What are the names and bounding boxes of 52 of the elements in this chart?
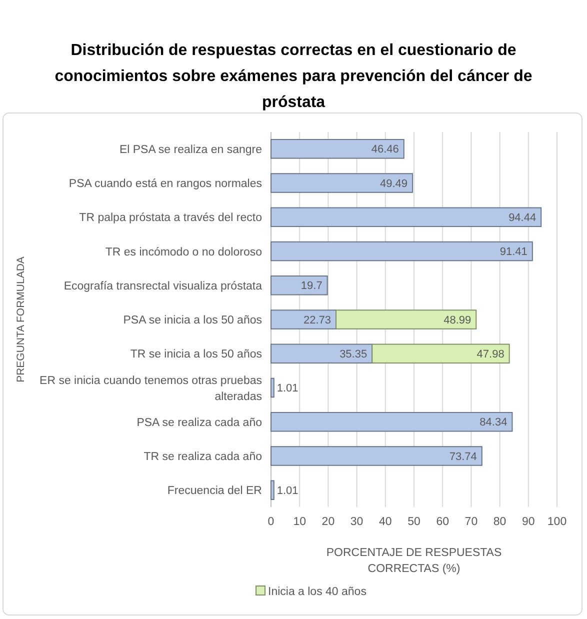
data-label: 48.99 <box>444 314 472 326</box>
data-label: 49.49 <box>380 178 408 190</box>
y-tick-label: PSA se realiza cada año <box>136 416 262 429</box>
x-tick-label: 30 <box>350 516 364 528</box>
x-tick-label: 50 <box>408 516 420 528</box>
bar <box>372 344 510 364</box>
data-label: 91.41 <box>500 246 528 258</box>
data-label: 22.73 <box>303 314 332 326</box>
x-tick-label: 20 <box>322 516 335 528</box>
x-tick-label: 60 <box>436 516 449 528</box>
data-label: 46.46 <box>371 144 399 156</box>
bar <box>270 344 373 364</box>
bar <box>270 480 274 500</box>
y-tick-label: TR se realiza cada año <box>144 451 262 464</box>
y-tick-label: PSA cuando está en rangos normales <box>68 178 262 190</box>
y-tick-label: ER se inicia cuando tenemos otras pruebas alteradas <box>40 374 262 403</box>
data-label: 19.7 <box>300 280 322 292</box>
x-tick-label: 70 <box>464 516 478 528</box>
x-tick-label: 80 <box>493 516 506 528</box>
y-axis-title: PREGUNTA FORMULADA <box>15 256 27 382</box>
y-tick-label: TR es incómodo o no doloroso <box>105 246 262 258</box>
data-label: 35.35 <box>340 348 368 360</box>
data-label: 94.44 <box>508 212 536 224</box>
y-tick-label: TR palpa próstata a través del recto <box>79 212 262 224</box>
bar <box>270 241 533 262</box>
x-tick-label: 40 <box>379 516 392 528</box>
x-tick-label: 90 <box>522 516 535 528</box>
data-label: 1.01 <box>276 484 298 497</box>
bar <box>270 275 328 296</box>
data-label: 84.34 <box>480 416 508 429</box>
bar <box>270 378 274 398</box>
data-label: 1.01 <box>276 382 298 395</box>
y-tick-label: Frecuencia del ER <box>167 485 262 498</box>
data-label: 47.98 <box>476 348 504 360</box>
x-tick-label: 100 <box>547 516 567 528</box>
chart-title: Distribución de respuestas correctas en el cuestionario de conocimientos sobre exámenes para prevención del cáncer de próstata <box>54 42 532 111</box>
bar <box>270 412 513 432</box>
x-axis-title: PORCENTAJE DE RESPUESTAS CORRECTAS (%) <box>326 547 502 575</box>
y-tick-label: Ecografía transrectal visualiza próstata <box>64 280 263 292</box>
bar <box>270 173 414 193</box>
bar <box>270 310 337 330</box>
bar <box>270 139 404 159</box>
y-tick-label: TR se inicia a los 50 años <box>130 348 262 361</box>
bar <box>270 446 482 466</box>
bar <box>270 207 542 228</box>
legend-label: Inicia a los 40 años <box>268 586 367 598</box>
y-tick-label: El PSA se realiza en sangre <box>119 144 262 156</box>
x-tick-label: 0 <box>268 516 274 528</box>
y-tick-label: PSA se inicia a los 50 años <box>123 314 262 327</box>
bar <box>336 310 477 330</box>
data-label: 73.74 <box>449 450 477 463</box>
x-tick-label: 10 <box>293 516 306 528</box>
